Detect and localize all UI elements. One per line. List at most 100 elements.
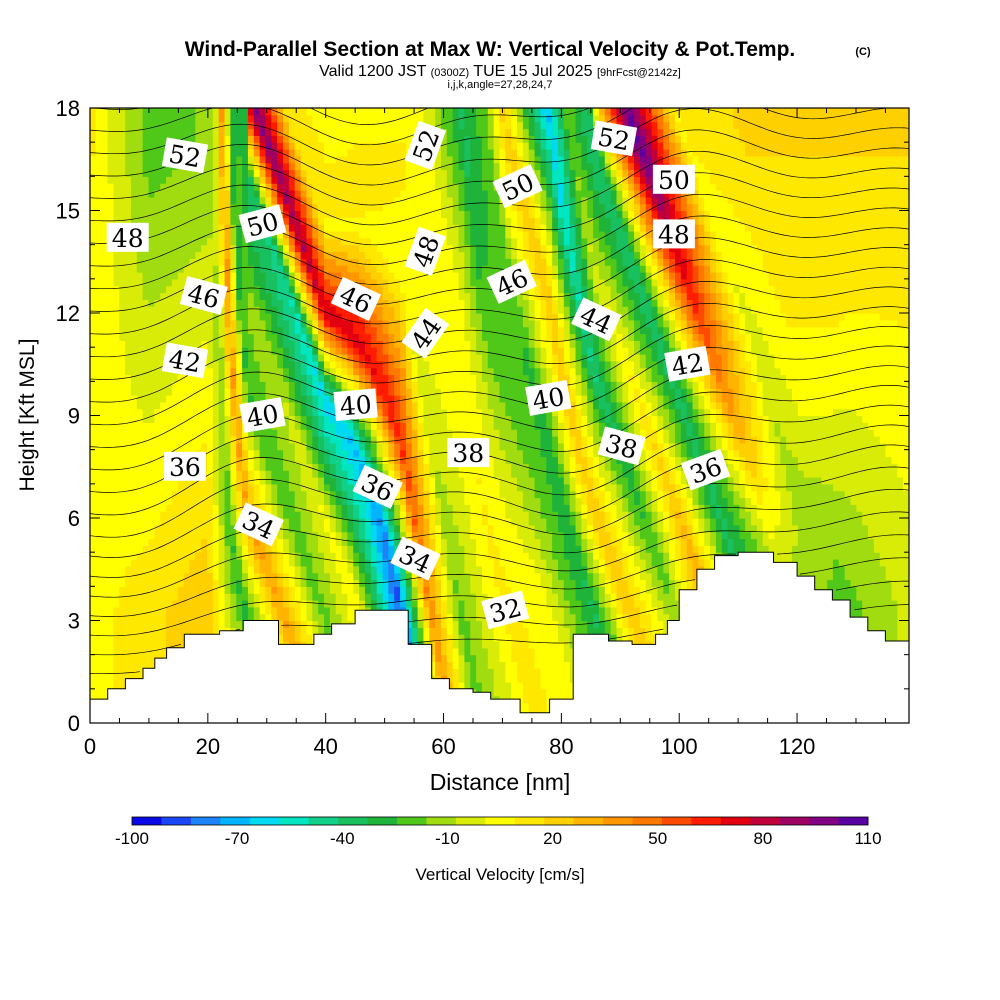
velocity-cell — [359, 251, 366, 259]
velocity-cell — [171, 326, 179, 335]
velocity-cell — [382, 586, 389, 594]
velocity-cell — [101, 429, 109, 437]
velocity-cell — [160, 477, 167, 485]
velocity-cell — [207, 586, 214, 594]
velocity-cell — [148, 203, 155, 212]
velocity-cell — [271, 606, 278, 615]
velocity-cell — [324, 278, 331, 287]
velocity-cell — [347, 442, 354, 451]
velocity-cell — [212, 347, 220, 355]
velocity-cell — [107, 415, 114, 423]
velocity-cell — [107, 531, 114, 540]
velocity-cell — [324, 340, 331, 348]
velocity-cell — [171, 203, 179, 212]
velocity-cell — [166, 128, 173, 136]
velocity-cell — [353, 463, 360, 471]
velocity-cell — [288, 442, 296, 451]
velocity-cell — [119, 251, 126, 259]
velocity-cell — [364, 436, 372, 444]
velocity-cell — [370, 593, 378, 601]
velocity-cell — [335, 326, 343, 335]
velocity-cell — [288, 483, 296, 492]
velocity-cell — [160, 196, 167, 205]
velocity-cell — [318, 114, 325, 123]
velocity-cell — [236, 545, 243, 553]
velocity-cell — [329, 203, 337, 212]
velocity-cell — [247, 155, 255, 164]
velocity-cell — [90, 306, 97, 314]
velocity-cell — [142, 504, 150, 512]
velocity-cell — [136, 422, 144, 430]
velocity-cell — [207, 326, 214, 335]
velocity-cell — [154, 600, 161, 608]
velocity-cell — [201, 217, 208, 225]
velocity-cell — [125, 210, 132, 218]
velocity-cell — [294, 524, 302, 533]
velocity-cell — [277, 463, 284, 471]
velocity-cell — [130, 552, 138, 560]
velocity-cell — [125, 586, 132, 594]
velocity-cell — [329, 374, 337, 382]
velocity-cell — [283, 552, 290, 560]
velocity-cell — [236, 497, 243, 505]
velocity-cell — [318, 381, 325, 389]
velocity-cell — [247, 456, 255, 464]
velocity-cell — [101, 231, 109, 239]
velocity-cell — [166, 422, 173, 430]
velocity-cell — [212, 142, 220, 150]
velocity-cell — [312, 620, 319, 628]
velocity-cell — [90, 552, 97, 560]
velocity-cell — [90, 408, 97, 417]
velocity-cell — [300, 360, 308, 369]
velocity-cell — [230, 306, 237, 314]
velocity-cell — [300, 538, 308, 546]
velocity-cell — [212, 265, 220, 273]
velocity-cell — [136, 436, 144, 444]
velocity-cell — [230, 196, 237, 205]
velocity-cell — [224, 272, 231, 280]
velocity-cell — [230, 258, 237, 266]
velocity-cell — [324, 203, 331, 212]
velocity-cell — [183, 511, 191, 519]
velocity-cell — [347, 497, 354, 505]
velocity-cell — [271, 333, 278, 341]
velocity-cell — [236, 121, 243, 130]
velocity-cell — [247, 196, 255, 205]
velocity-cell — [300, 470, 308, 478]
velocity-cell — [183, 524, 191, 533]
velocity-cell — [306, 128, 313, 136]
velocity-cell — [130, 572, 138, 581]
velocity-cell — [166, 559, 173, 567]
velocity-cell — [405, 313, 413, 321]
velocity-cell — [347, 162, 354, 171]
velocity-cell — [341, 190, 348, 198]
velocity-cell — [294, 511, 302, 519]
velocity-cell — [125, 326, 132, 335]
velocity-cell — [306, 292, 313, 300]
velocity-cell — [125, 524, 132, 533]
velocity-cell — [142, 490, 150, 499]
velocity-cell — [166, 634, 173, 642]
velocity-cell — [113, 381, 120, 389]
velocity-cell — [166, 217, 173, 225]
velocity-cell — [154, 620, 161, 628]
velocity-cell — [359, 237, 366, 246]
velocity-cell — [277, 128, 284, 136]
velocity-cell — [370, 463, 378, 471]
velocity-cell — [201, 401, 208, 410]
velocity-cell — [382, 196, 389, 205]
velocity-cell — [364, 135, 372, 143]
velocity-cell — [160, 518, 167, 526]
velocity-cell — [130, 155, 138, 164]
velocity-cell — [411, 470, 419, 478]
velocity-cell — [107, 149, 114, 157]
velocity-cell — [265, 306, 272, 314]
velocity-cell — [90, 183, 97, 191]
velocity-cell — [259, 565, 267, 574]
velocity-cell — [119, 463, 126, 471]
velocity-cell — [306, 169, 313, 177]
velocity-cell — [125, 463, 132, 471]
velocity-cell — [160, 524, 167, 533]
velocity-cell — [107, 333, 114, 341]
velocity-cell — [236, 593, 243, 601]
